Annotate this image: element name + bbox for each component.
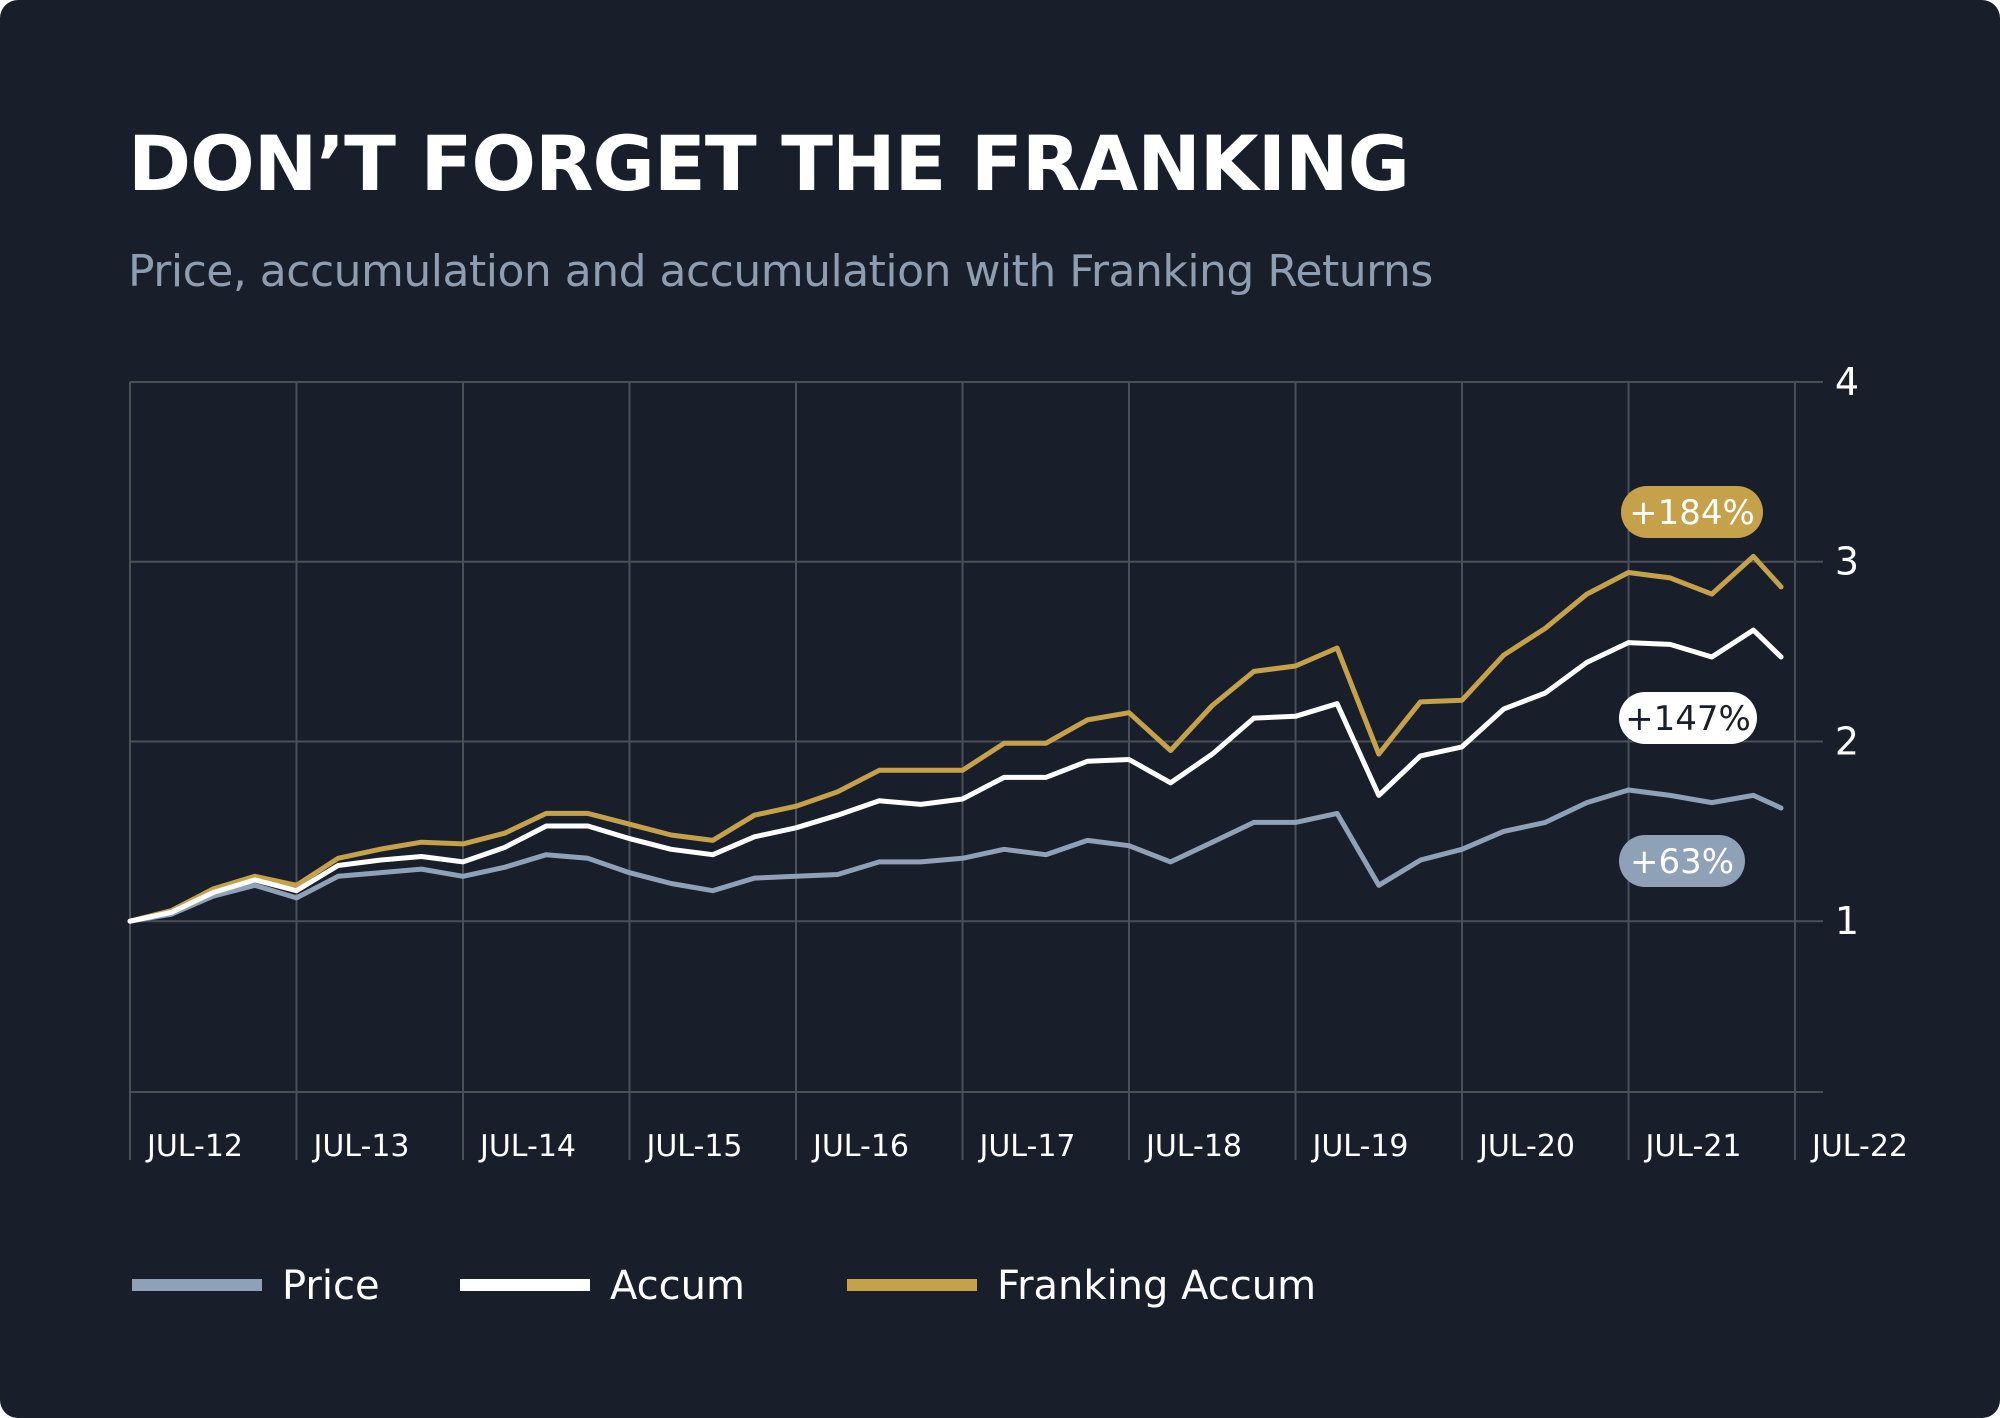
series-lines xyxy=(127,553,1784,924)
x-tick-label: JUL-12 xyxy=(145,1129,243,1164)
x-tick-label: JUL-19 xyxy=(1311,1129,1409,1164)
y-tick-label: 1 xyxy=(1835,899,1859,943)
y-tick-label: 2 xyxy=(1835,719,1859,763)
x-tick-label: JUL-13 xyxy=(312,1129,410,1164)
y-tick-label: 3 xyxy=(1835,540,1859,584)
x-tick-label: JUL-14 xyxy=(478,1129,576,1164)
legend-label-price: Price xyxy=(282,1263,380,1309)
series-line-accum xyxy=(127,627,1784,924)
x-tick-label: JUL-16 xyxy=(811,1129,909,1164)
x-tick-label: JUL-21 xyxy=(1644,1129,1742,1164)
end-label-accum: +147% xyxy=(1625,699,1751,739)
chart-title: DON’T FORGET THE FRANKING xyxy=(128,119,1410,208)
legend-label-franking-accum: Franking Accum xyxy=(997,1263,1317,1309)
x-tick-label: JUL-15 xyxy=(645,1129,743,1164)
series-line-price xyxy=(127,787,1784,924)
axes: 1 2 3 4 JUL-12 JUL-13 JUL-14 JUL-15 JUL-16 JUL-17… xyxy=(145,360,1908,1164)
legend-swatch-franking-accum xyxy=(847,1279,977,1291)
x-tick-label: JUL-17 xyxy=(978,1129,1076,1164)
legend-label-accum: Accum xyxy=(610,1263,745,1309)
end-label-pill-accum xyxy=(1619,692,1757,744)
end-label-franking-accum: +184% xyxy=(1629,493,1755,533)
legend-swatch-accum xyxy=(460,1279,590,1291)
x-tick-label: JUL-18 xyxy=(1144,1129,1242,1164)
y-tick-label: 4 xyxy=(1835,360,1859,404)
end-label-pill-franking-accum xyxy=(1621,486,1763,538)
end-label-price: +63% xyxy=(1630,842,1734,882)
grid xyxy=(129,381,1823,1160)
x-tick-label: JUL-20 xyxy=(1477,1129,1575,1164)
legend-swatch-price xyxy=(132,1279,262,1291)
chart-subtitle: Price, accumulation and accumulation wit… xyxy=(128,246,1433,297)
x-tick-label: JUL-22 xyxy=(1810,1129,1908,1164)
end-label-pill-price xyxy=(1619,835,1745,887)
end-labels: +184% +147% +63% xyxy=(1619,486,1763,887)
series-line-franking-accum xyxy=(127,553,1784,924)
